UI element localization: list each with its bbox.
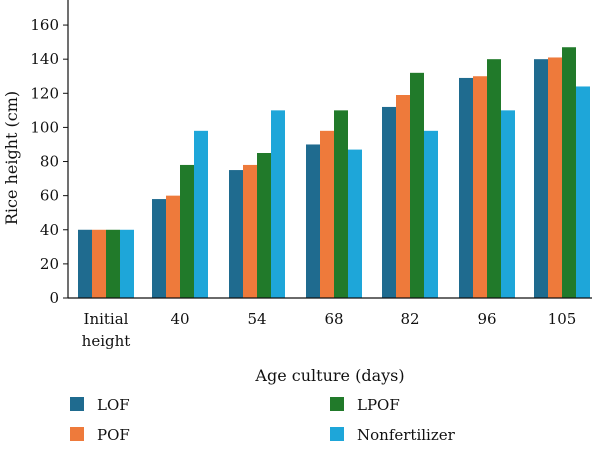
x-axis-title: Age culture (days) — [254, 366, 404, 385]
x-tick-label: 105 — [548, 310, 577, 328]
bar-lpof-4 — [410, 72, 424, 298]
y-axis-title: Rice height (cm) — [2, 91, 21, 225]
bar-nonfertilizer-4 — [424, 130, 438, 298]
y-tick-label: 0 — [49, 289, 59, 307]
y-tick-label: 120 — [30, 84, 59, 102]
bar-lpof-0 — [106, 229, 120, 298]
x-tick-label: 40 — [170, 310, 189, 328]
y-axis-ticks: 0 20 40 60 80 100 120 140 160 — [30, 16, 68, 307]
bar-lpof-1 — [180, 164, 194, 298]
bars-group — [78, 47, 590, 299]
bar-pof-1 — [166, 195, 180, 298]
y-tick-label: 40 — [40, 221, 59, 239]
x-tick-label: Initial — [84, 310, 129, 328]
bar-lof-2 — [229, 170, 243, 298]
legend-swatch-pof — [70, 427, 84, 441]
legend-swatch-lpof — [330, 397, 344, 411]
bar-lof-4 — [382, 106, 396, 298]
bar-lpof-5 — [487, 59, 501, 299]
bar-lof-0 — [78, 229, 92, 298]
bar-pof-5 — [473, 76, 487, 298]
legend: LOF POF LPOF Nonfertilizer — [70, 396, 456, 444]
x-tick-label: 82 — [400, 310, 419, 328]
x-tick-label: height — [82, 332, 131, 350]
bar-pof-3 — [320, 130, 334, 298]
bar-pof-6 — [548, 57, 562, 299]
bar-lof-6 — [534, 59, 548, 299]
bar-nonfertilizer-0 — [120, 229, 134, 298]
legend-label-nonfertilizer: Nonfertilizer — [357, 426, 456, 444]
bar-lof-3 — [306, 144, 320, 298]
y-tick-label: 160 — [30, 16, 59, 34]
bar-nonfertilizer-2 — [271, 110, 285, 299]
bar-lpof-3 — [334, 110, 348, 299]
legend-swatch-lof — [70, 397, 84, 411]
bar-pof-0 — [92, 229, 106, 298]
bar-nonfertilizer-6 — [576, 86, 590, 299]
bar-lof-1 — [152, 199, 166, 298]
y-tick-label: 100 — [30, 118, 59, 136]
x-axis-tick-labels: Initial height 40 54 68 82 96 105 — [82, 310, 577, 350]
bar-lof-5 — [459, 77, 473, 298]
y-tick-label: 20 — [40, 255, 59, 273]
bar-lpof-6 — [562, 47, 576, 299]
x-tick-label: 68 — [324, 310, 343, 328]
legend-swatch-nonfertilizer — [330, 427, 344, 441]
legend-label-pof: POF — [97, 426, 130, 444]
y-tick-label: 80 — [40, 153, 59, 171]
bar-pof-2 — [243, 164, 257, 298]
bar-nonfertilizer-3 — [348, 149, 362, 298]
legend-label-lpof: LPOF — [357, 396, 400, 414]
bar-lpof-2 — [257, 153, 271, 298]
y-tick-label: 60 — [40, 187, 59, 205]
bar-nonfertilizer-5 — [501, 110, 515, 299]
x-tick-label: 54 — [247, 310, 266, 328]
bar-nonfertilizer-1 — [194, 130, 208, 298]
bar-pof-4 — [396, 95, 410, 298]
y-tick-label: 140 — [30, 50, 59, 68]
legend-label-lof: LOF — [97, 396, 130, 414]
x-tick-label: 96 — [477, 310, 496, 328]
